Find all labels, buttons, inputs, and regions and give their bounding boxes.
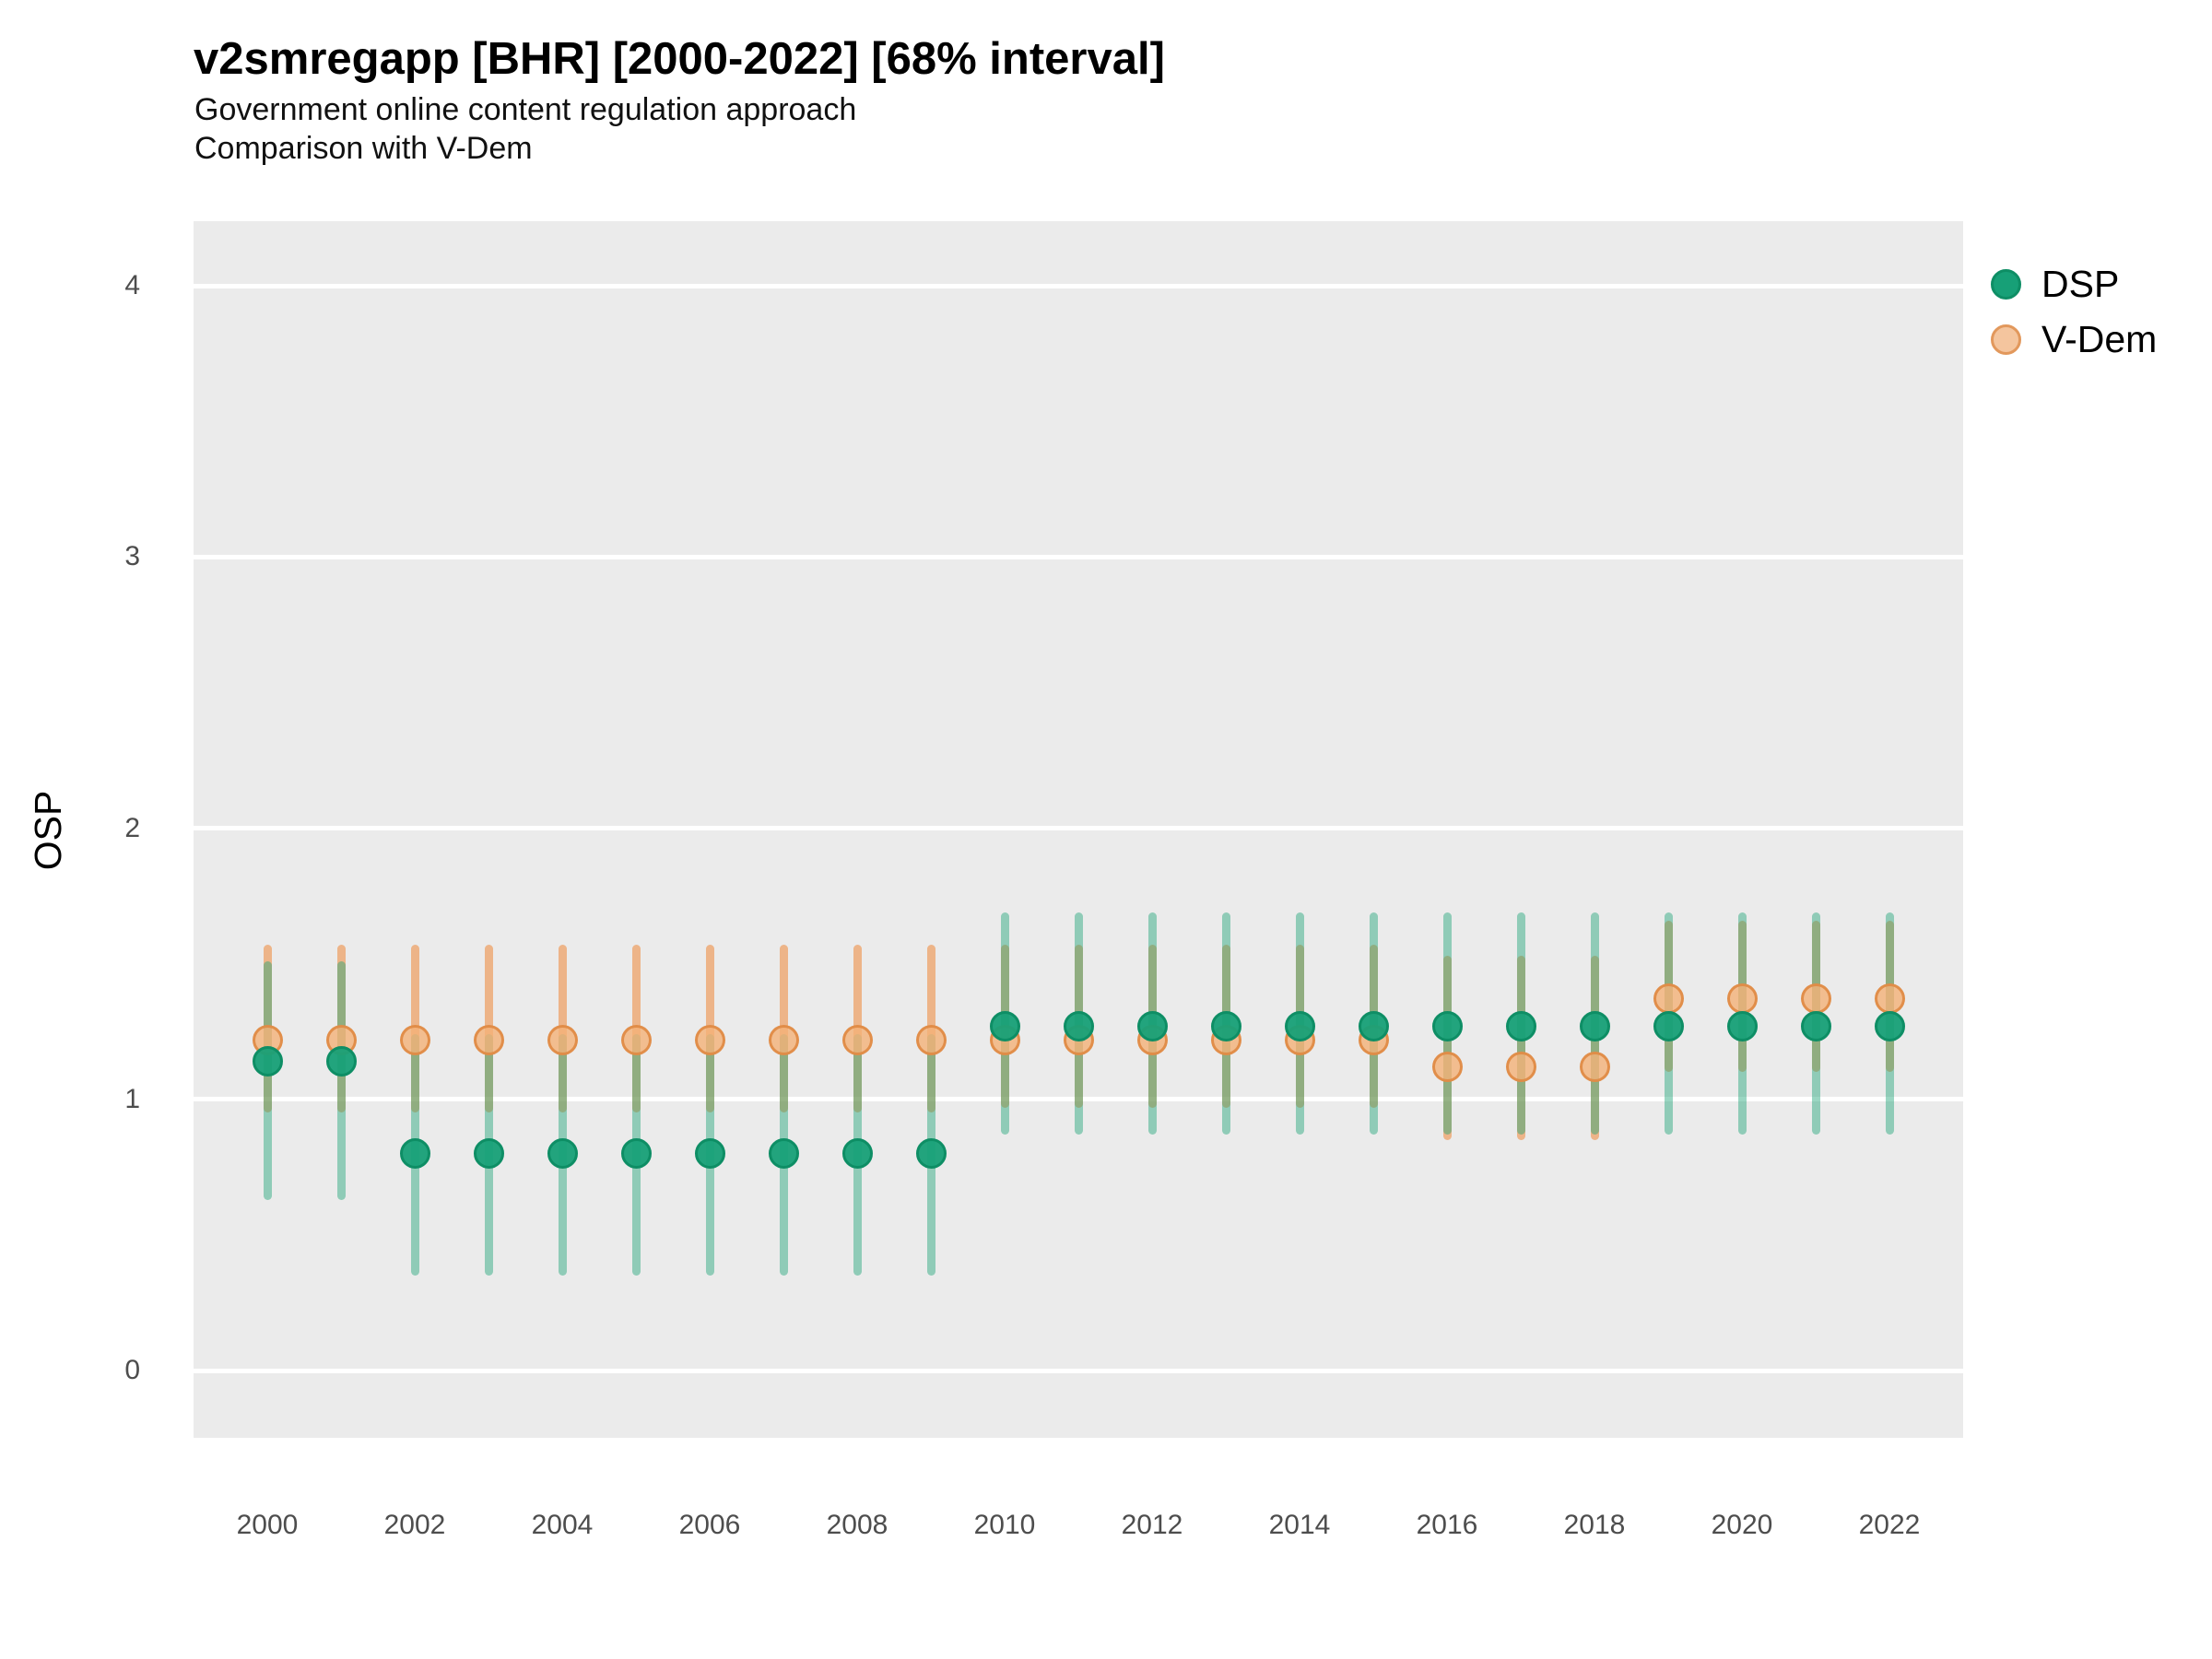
point-dsp (694, 1138, 725, 1170)
point-vdem (1800, 983, 1831, 1015)
y-tick-label: 4 (124, 270, 140, 300)
point-vdem (1874, 983, 1905, 1015)
x-tick-label: 2002 (383, 1510, 446, 1540)
point-dsp (1579, 1010, 1610, 1041)
point-dsp (473, 1138, 504, 1170)
gridline (194, 826, 1963, 830)
x-tick-label: 2012 (1121, 1510, 1183, 1540)
point-dsp (1505, 1010, 1536, 1041)
point-dsp (768, 1138, 799, 1170)
point-vdem (1726, 983, 1758, 1015)
chart-title: v2smregapp [BHR] [2000-2022] [68% interv… (194, 34, 1165, 84)
legend-item-dsp: DSP (1991, 256, 2157, 312)
point-dsp (252, 1046, 283, 1077)
legend-key-vdem-dot-icon (1991, 324, 2021, 355)
point-dsp (1284, 1010, 1315, 1041)
error-bar-dsp (263, 960, 272, 1200)
gridline (194, 283, 1963, 288)
x-tick-label: 2000 (236, 1510, 299, 1540)
point-vdem (694, 1024, 725, 1055)
point-dsp (1874, 1010, 1905, 1041)
error-bar-vdem (1590, 955, 1599, 1140)
plot-panel (194, 221, 1963, 1438)
point-vdem (547, 1024, 578, 1055)
point-dsp (1210, 1010, 1241, 1041)
point-vdem (768, 1024, 799, 1055)
point-dsp (1358, 1010, 1389, 1041)
x-tick-label: 2016 (1416, 1510, 1478, 1540)
y-tick-label: 2 (124, 812, 140, 843)
x-tick-label: 2018 (1563, 1510, 1626, 1540)
point-dsp (915, 1138, 947, 1170)
legend-key-dsp-dot-icon (1991, 268, 2021, 300)
point-vdem (1653, 983, 1684, 1015)
point-dsp (1653, 1010, 1684, 1041)
point-vdem (399, 1024, 430, 1055)
x-tick-label: 2004 (531, 1510, 594, 1540)
point-dsp (1800, 1010, 1831, 1041)
legend-label-vdem: V-Dem (2041, 317, 2158, 360)
x-tick-label: 2010 (973, 1510, 1036, 1540)
point-dsp (1136, 1010, 1168, 1041)
chart-subtitle: Government online content regulation app… (194, 92, 857, 127)
point-vdem (1431, 1051, 1463, 1082)
point-vdem (841, 1024, 873, 1055)
point-dsp (325, 1046, 357, 1077)
error-bar-vdem (1516, 955, 1525, 1140)
point-dsp (620, 1138, 652, 1170)
x-tick-label: 2008 (826, 1510, 888, 1540)
point-dsp (989, 1010, 1020, 1041)
point-dsp (547, 1138, 578, 1170)
gridline (194, 1368, 1963, 1373)
legend-label-dsp: DSP (2041, 262, 2120, 305)
point-dsp (1431, 1010, 1463, 1041)
x-tick-label: 2014 (1268, 1510, 1331, 1540)
gridline (194, 554, 1963, 559)
point-vdem (1579, 1051, 1610, 1082)
point-dsp (841, 1138, 873, 1170)
point-vdem (473, 1024, 504, 1055)
point-vdem (620, 1024, 652, 1055)
legend: DSP V-Dem (1991, 256, 2157, 367)
legend-item-vdem: V-Dem (1991, 312, 2157, 367)
point-vdem (915, 1024, 947, 1055)
chart-subtitle-line2: Comparison with V-Dem (194, 131, 533, 166)
y-tick-label: 3 (124, 541, 140, 572)
error-bar-dsp (336, 960, 346, 1200)
point-dsp (399, 1138, 430, 1170)
x-tick-label: 2022 (1858, 1510, 1921, 1540)
x-tick-label: 2006 (678, 1510, 741, 1540)
point-vdem (1505, 1051, 1536, 1082)
x-tick-label: 2020 (1711, 1510, 1773, 1540)
point-dsp (1726, 1010, 1758, 1041)
point-dsp (1063, 1010, 1094, 1041)
gridline (194, 1097, 1963, 1102)
y-tick-label: 1 (124, 1083, 140, 1114)
y-tick-label: 0 (124, 1355, 140, 1385)
error-bar-vdem (1442, 955, 1452, 1140)
